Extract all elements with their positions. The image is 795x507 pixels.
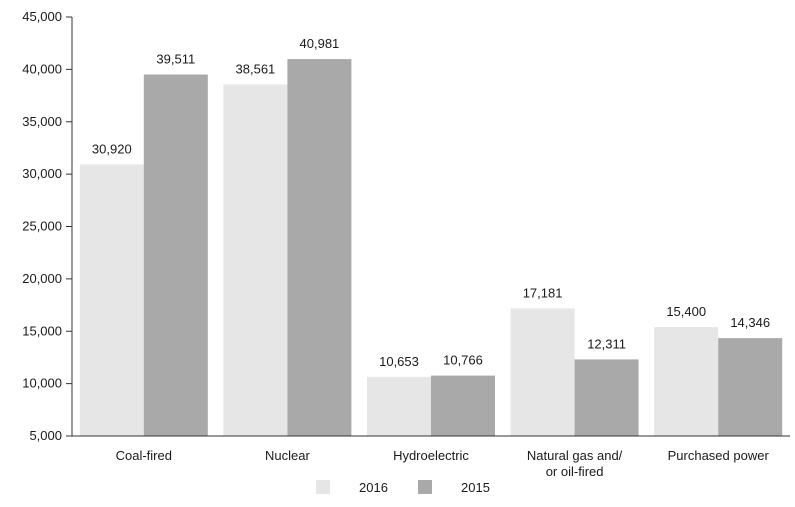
data-label: 40,981 — [300, 36, 340, 51]
bars — [79, 59, 783, 437]
legend-label-2015: 2015 — [461, 480, 490, 495]
legend-swatch-2016 — [316, 480, 330, 494]
legend-swatch-2015 — [418, 480, 432, 494]
y-tick-label: 25,000 — [22, 219, 62, 234]
data-label: 14,346 — [730, 315, 770, 330]
y-tick-label: 40,000 — [22, 61, 62, 76]
data-label: 39,511 — [156, 51, 195, 66]
category-label: Hydroelectric — [393, 448, 469, 463]
y-tick-label: 15,000 — [22, 323, 62, 338]
bar-2015 — [143, 74, 208, 436]
bar-2016 — [367, 376, 431, 436]
y-tick-label: 5,000 — [29, 428, 62, 443]
data-labels: 30,920 39,511 38,561 40,981 10,653 10,766 17,1… — [92, 36, 770, 369]
y-tick-label: 45,000 — [22, 9, 62, 24]
category-label: or oil-fired — [546, 464, 604, 479]
data-label: 17,181 — [523, 285, 563, 300]
bar-2015 — [718, 338, 783, 436]
data-label: 38,561 — [236, 61, 276, 76]
x-axis-labels: Coal-fired Nuclear Hydroelectric Natural ga… — [116, 448, 770, 479]
bar-2015 — [287, 59, 352, 436]
category-label: Natural gas and/ — [527, 448, 623, 463]
data-label: 12,311 — [587, 336, 626, 351]
y-tick-label: 30,000 — [22, 166, 62, 181]
data-label: 10,653 — [379, 354, 419, 369]
bar-2016 — [223, 84, 288, 437]
bar-2015 — [431, 375, 495, 436]
y-axis: 5,000 10,000 15,000 20,000 25,000 30,000 35,00… — [22, 9, 72, 443]
category-label: Nuclear — [265, 448, 310, 463]
bar-2016 — [510, 308, 575, 436]
category-label: Purchased power — [668, 448, 770, 463]
y-tick-label: 35,000 — [22, 114, 62, 129]
y-tick-label: 20,000 — [22, 271, 62, 286]
bar-2015 — [574, 359, 639, 436]
category-label: Coal-fired — [116, 448, 172, 463]
legend: 2016 2015 — [316, 480, 490, 495]
data-label: 10,766 — [443, 353, 483, 368]
y-tick-label: 10,000 — [22, 376, 62, 391]
bar-2016 — [654, 327, 719, 436]
bar-2016 — [79, 164, 144, 436]
data-label: 15,400 — [666, 304, 706, 319]
data-label: 30,920 — [92, 141, 132, 156]
legend-label-2016: 2016 — [359, 480, 388, 495]
